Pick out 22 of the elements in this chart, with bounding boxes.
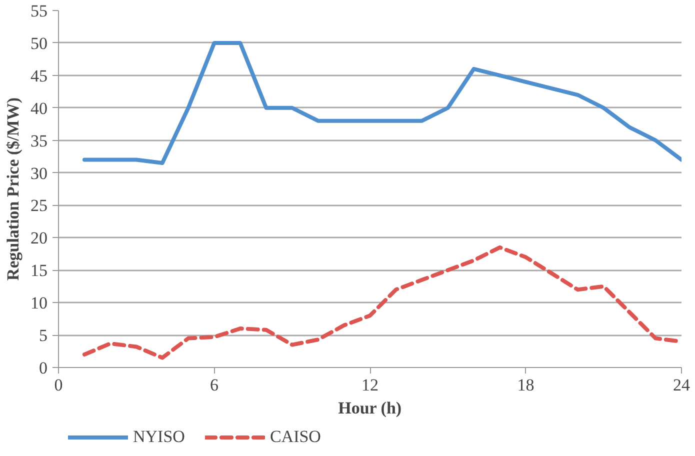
y-tick-label: 10 (30, 294, 48, 313)
y-tick-label: 45 (30, 66, 48, 86)
y-tick-label: 15 (30, 261, 48, 280)
y-tick-label: 25 (30, 196, 48, 216)
x-axis-title: Hour (h) (338, 398, 402, 418)
legend-label: CAISO (270, 427, 321, 447)
line-series (82, 40, 682, 166)
legend-label: NYISO (133, 427, 185, 447)
y-axis-title: Regulation Price ($/MW) (4, 97, 22, 281)
y-tick-label: 30 (30, 164, 48, 183)
x-tick-label: 12 (362, 376, 378, 394)
y-tick-label: 55 (30, 2, 48, 20)
x-tick-label: 24 (673, 376, 690, 394)
y-tick-label: 5 (39, 326, 48, 346)
y-tick-label: 20 (30, 228, 48, 248)
y-tick-label: 35 (30, 131, 48, 150)
y-tick-label: 0 (39, 358, 48, 378)
x-tick-label: 18 (517, 376, 534, 394)
y-tick-label: 40 (30, 98, 48, 118)
y-tick-label: 50 (30, 34, 48, 53)
x-tick-label: 0 (54, 376, 63, 394)
x-tick-label: 6 (210, 376, 218, 394)
